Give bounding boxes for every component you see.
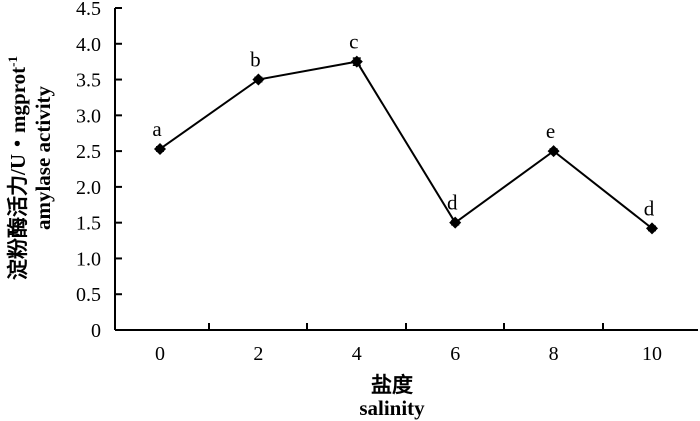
y-axis-title-cn-text: 淀粉酶活力/U・mgprot [6,67,30,280]
significance-label: d [447,191,458,215]
x-axis: 0 2 4 6 8 10 [114,323,698,365]
y-tick-label: 3.5 [76,70,101,92]
y-tick-label: 0 [91,320,101,342]
significance-label: b [250,48,261,72]
y-axis-title: amylase activity [31,85,55,230]
x-ticks: 0 2 4 6 8 10 [114,323,662,365]
data-marks [154,55,658,235]
x-tick-label: 10 [642,343,662,365]
data-point-marker [252,73,265,86]
y-tick-label: 1.5 [76,213,101,235]
data-point-marker [154,142,166,155]
series-layer [159,60,653,230]
x-tick-label: 4 [352,343,362,365]
significance-label: d [644,196,655,220]
x-tick-label: 2 [253,343,263,365]
data-point-marker [547,145,560,158]
y-tick-label: 2.5 [76,141,101,163]
x-tick-label: 0 [155,343,165,365]
significance-label: a [152,117,162,141]
x-axis-title: salinity [359,396,425,420]
data-point-marker [646,222,658,235]
significance-label: e [546,119,555,143]
data-point-marker [350,55,363,68]
y-tick-label: 2.0 [76,177,101,199]
y-tick-label: 4.5 [76,0,101,20]
series-line [159,60,653,230]
x-axis-title-cn: 盐度 [371,373,413,397]
y-tick-label: 3.0 [76,105,101,127]
y-tick-label: 1.0 [76,248,101,270]
y-ticks: 0 0.5 1.0 1.5 2.0 2.5 3.0 3.5 4.0 4.5 [76,0,122,342]
x-tick-label: 6 [450,343,460,365]
y-axis: 0 0.5 1.0 1.5 2.0 2.5 3.0 3.5 4.0 4.5 [76,0,122,342]
significance-label: c [349,30,358,54]
y-tick-label: 4.0 [76,34,101,56]
significance-labels: a b c d e d [152,30,654,221]
y-axis-title-superscript: -1 [5,56,20,67]
x-tick-label: 8 [549,343,559,365]
y-tick-label: 0.5 [76,284,101,306]
data-point-marker [449,216,462,229]
y-axis-title-cn: 淀粉酶活力/U・mgprot-1 [5,56,30,280]
